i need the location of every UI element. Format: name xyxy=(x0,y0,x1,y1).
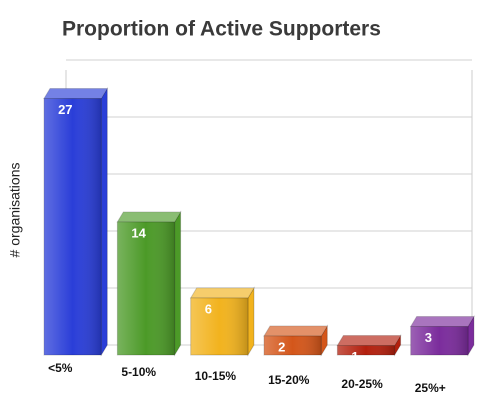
bar-face xyxy=(410,326,468,355)
bar xyxy=(409,314,475,357)
bar xyxy=(263,324,329,357)
bar-face xyxy=(337,345,395,355)
x-tick-label: 5-10% xyxy=(121,365,156,379)
x-tick-label: 20-25% xyxy=(341,377,383,391)
value-label: 2 xyxy=(278,339,285,354)
bar xyxy=(43,86,109,357)
bar-face xyxy=(410,316,474,327)
value-label: 27 xyxy=(58,102,72,117)
value-label: 6 xyxy=(205,301,212,316)
bar-face xyxy=(44,98,102,355)
x-tick-label: 15-20% xyxy=(268,373,310,387)
bar xyxy=(116,210,182,357)
bar-face xyxy=(337,335,401,346)
value-label: 1 xyxy=(351,349,358,364)
bar-face xyxy=(44,88,108,99)
bar xyxy=(336,333,402,357)
x-tick-label: <5% xyxy=(48,361,73,375)
x-tick-label: 25%+ xyxy=(415,381,446,395)
value-label: 3 xyxy=(425,330,432,345)
bar-face xyxy=(190,298,248,355)
chart-title: Proportion of Active Supporters xyxy=(62,18,381,41)
bar-face xyxy=(100,86,108,357)
bar xyxy=(189,286,255,357)
value-label: 14 xyxy=(131,225,146,240)
bar-face xyxy=(117,212,181,222)
y-axis-label: # organisations xyxy=(7,163,23,258)
bar-face xyxy=(174,210,182,357)
bar-face xyxy=(190,288,254,298)
bar-face xyxy=(247,286,255,357)
bar-face xyxy=(117,222,175,355)
bar-face xyxy=(264,336,322,355)
x-tick-label: 10-15% xyxy=(195,369,237,383)
bar-face xyxy=(264,326,328,336)
